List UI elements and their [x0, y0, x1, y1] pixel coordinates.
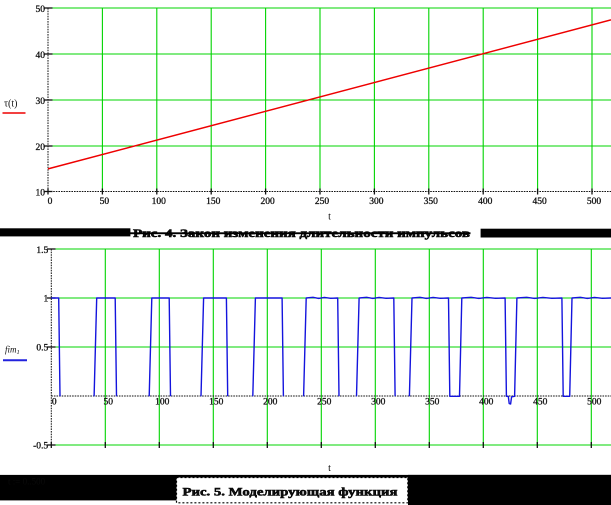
svg-text:0: 0 [52, 398, 57, 408]
svg-text:100: 100 [155, 398, 170, 408]
svg-text:300: 300 [369, 197, 384, 207]
svg-text:40: 40 [36, 51, 46, 61]
svg-text:100: 100 [152, 197, 167, 207]
svg-text:200: 200 [260, 197, 275, 207]
svg-text:t := 0..500: t := 0..500 [8, 477, 46, 487]
svg-text:Рис. 5. Моделирующая функция: Рис. 5. Моделирующая функция [183, 484, 399, 498]
svg-text:350: 350 [424, 197, 439, 207]
svg-text:200: 200 [263, 398, 278, 408]
svg-text:400: 400 [478, 197, 493, 207]
svg-text:0: 0 [48, 197, 53, 207]
svg-text:50: 50 [36, 5, 46, 15]
svg-text:-0.5: -0.5 [33, 442, 48, 452]
svg-text:150: 150 [206, 197, 221, 207]
svg-text:fim1: fim1 [5, 345, 20, 357]
svg-text:250: 250 [315, 197, 330, 207]
svg-text:250: 250 [317, 398, 332, 408]
svg-text:450: 450 [533, 398, 548, 408]
svg-text:20: 20 [36, 143, 46, 153]
svg-text:50: 50 [100, 197, 110, 207]
svg-text:30: 30 [36, 97, 46, 107]
svg-text:10: 10 [36, 189, 46, 199]
svg-text:τ(t): τ(t) [4, 99, 17, 110]
svg-text:500: 500 [587, 398, 602, 408]
svg-text:150: 150 [209, 398, 224, 408]
svg-text:350: 350 [425, 398, 440, 408]
svg-text:t: t [328, 463, 331, 474]
svg-text:50: 50 [104, 398, 114, 408]
svg-text:1.5: 1.5 [36, 246, 48, 256]
svg-text:450: 450 [532, 197, 547, 207]
svg-text:0.5: 0.5 [36, 344, 48, 354]
svg-text:1: 1 [43, 295, 48, 305]
svg-text:t: t [328, 212, 331, 223]
svg-text:500: 500 [587, 197, 602, 207]
svg-text:300: 300 [371, 398, 386, 408]
svg-text:400: 400 [479, 398, 494, 408]
